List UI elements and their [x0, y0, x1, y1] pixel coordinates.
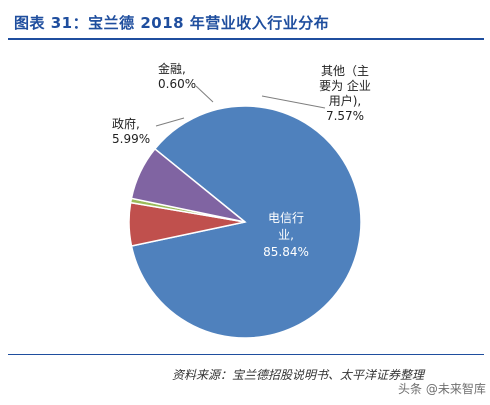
- pie-slice-0: [130, 105, 362, 339]
- title-divider: [8, 38, 484, 40]
- slice-label-2: 金融, 0.60%: [158, 61, 196, 91]
- chart-title: 图表 31：宝兰德 2018 年营业收入行业分布: [14, 14, 330, 32]
- slice-label-3: 其他（主要为 企业用户), 7.57%: [319, 64, 371, 123]
- slice-label-0: 电信行业, 85.84%: [263, 211, 309, 259]
- slice-label-line: 85.84%: [263, 245, 309, 259]
- footer-divider: [8, 354, 484, 355]
- slice-label-1: 政府, 5.99%: [112, 116, 150, 146]
- leader-line-2: [195, 85, 214, 103]
- slice-label-line: 政府,: [112, 116, 140, 131]
- slice-label-line: 其他（主: [321, 64, 369, 78]
- watermark-text: 头条 @未来智库: [398, 382, 486, 396]
- leader-line-1: [155, 117, 185, 127]
- slice-label-line: 要为 企业: [319, 78, 371, 93]
- leader-line-3: [261, 95, 326, 109]
- slice-label-line: 0.60%: [158, 77, 196, 91]
- slice-label-line: 业,: [278, 228, 294, 242]
- source-note: 资料来源：宝兰德招股说明书、太平洋证券整理: [172, 368, 425, 382]
- slice-label-line: 用户),: [329, 93, 362, 108]
- pie-slice-3: [130, 147, 246, 223]
- slice-label-line: 金融,: [158, 61, 186, 76]
- slice-label-line: 电信行: [268, 211, 304, 225]
- slice-label-line: 7.57%: [326, 109, 364, 123]
- slice-label-line: 5.99%: [112, 132, 150, 146]
